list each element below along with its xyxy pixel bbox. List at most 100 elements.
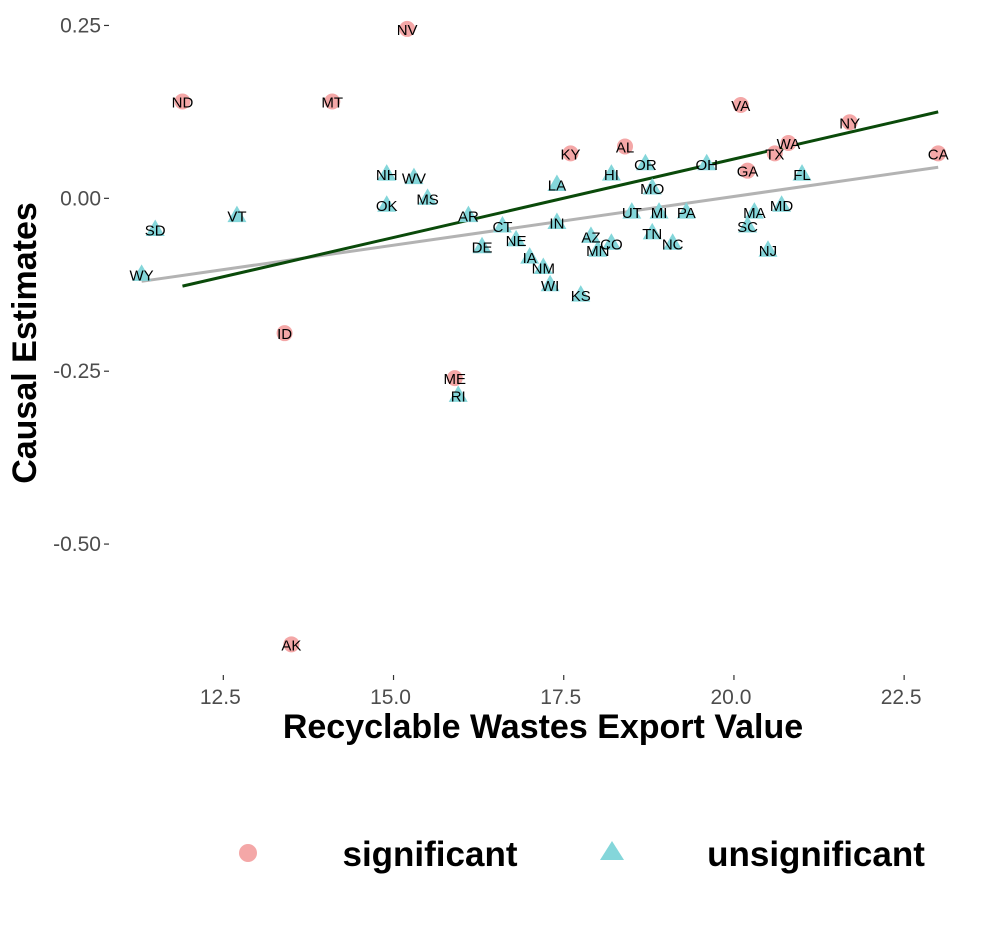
point-in: [547, 212, 567, 230]
point-tx: [766, 145, 783, 162]
point-label-tn: TN: [642, 226, 662, 243]
point-mn: [588, 240, 608, 257]
x-tick-label: 22.5: [881, 686, 922, 709]
x-axis-title: Recyclable Wastes Export Value: [283, 708, 803, 746]
y-axis: 0.25 0.00 -0.25 -0.50: [53, 14, 109, 556]
point-label-nh: NH: [376, 167, 398, 184]
point-label-in: IN: [549, 216, 564, 233]
point-label-nd: ND: [172, 95, 194, 112]
point-label-id: ID: [277, 326, 292, 343]
point-fl: [792, 164, 812, 181]
point-ma: [744, 202, 764, 219]
point-mo: [642, 177, 662, 195]
point-ca: [930, 145, 947, 162]
point-label-sc: SC: [737, 219, 758, 236]
point-ak: [283, 636, 300, 653]
point-label-me: ME: [444, 371, 467, 388]
point-label-nv: NV: [397, 22, 418, 39]
y-tick-label: -0.50: [53, 533, 101, 556]
point-hi: [601, 164, 621, 181]
point-label-ri: RI: [451, 388, 466, 405]
x-tick-label: 17.5: [540, 686, 581, 709]
point-or: [635, 153, 655, 171]
point-label-wa: WA: [777, 136, 801, 153]
point-pa: [676, 202, 696, 219]
point-mi: [649, 202, 669, 219]
x-tick-label: 12.5: [200, 686, 241, 709]
point-wa: [780, 135, 797, 152]
point-label-wy: WY: [130, 267, 154, 284]
point-sc: [738, 215, 758, 233]
fit-line: [182, 110, 939, 288]
point-label-ma: MA: [743, 205, 766, 222]
point-label-ga: GA: [737, 164, 759, 181]
point-ct: [492, 215, 512, 233]
point-label-fl: FL: [793, 167, 811, 184]
point-label-va: VA: [731, 98, 750, 115]
point-label-nj: NJ: [759, 243, 777, 260]
point-al: [617, 138, 634, 155]
point-id: [276, 325, 293, 342]
point-label-ks: KS: [571, 288, 591, 305]
x-axis: 12.5 15.0 17.5 20.0 22.5: [200, 675, 922, 709]
point-vt: [227, 205, 247, 223]
reference-line: [141, 165, 939, 283]
point-label-pa: PA: [677, 205, 696, 222]
point-label-sd: SD: [145, 222, 166, 239]
point-nh: [377, 164, 397, 181]
legend-triangle-marker: [600, 841, 624, 860]
point-nd: [174, 93, 191, 110]
point-label-ct: CT: [492, 219, 512, 236]
point-az: [581, 226, 601, 243]
point-label-hi: HI: [604, 167, 619, 184]
point-ky: [562, 145, 579, 162]
point-label-co: CO: [600, 236, 623, 253]
point-label-ne: NE: [506, 233, 527, 250]
point-ar: [458, 205, 478, 223]
legend-label-significant: significant: [342, 835, 517, 874]
point-label-tx: TX: [765, 146, 784, 163]
point-va: [732, 96, 749, 113]
point-ne: [506, 229, 526, 247]
point-label-mi: MI: [651, 205, 668, 222]
point-label-ar: AR: [458, 209, 479, 226]
point-label-ms: MS: [416, 191, 439, 208]
point-label-de: DE: [472, 240, 493, 257]
point-wy: [132, 264, 152, 281]
point-label-wv: WV: [402, 171, 426, 188]
point-label-ca: CA: [928, 146, 949, 163]
point-nm: [533, 257, 553, 274]
legend-circle-marker: [239, 844, 257, 862]
point-wv: [404, 167, 424, 185]
point-label-ak: AK: [281, 637, 301, 654]
x-tick-label: 20.0: [711, 686, 752, 709]
point-label-ny: NY: [839, 115, 860, 132]
y-tick-label: -0.25: [53, 360, 101, 383]
point-ny: [841, 114, 858, 131]
point-label-wi: WI: [541, 278, 559, 295]
point-me: [446, 370, 463, 387]
point-oh: [697, 153, 717, 171]
plot-area: NV ND MT VA NY WA AL TX KY CA GA ID ME AK OR OH HI NH FL WV…: [130, 20, 949, 654]
point-ia: [520, 247, 540, 264]
point-label-mo: MO: [640, 181, 664, 198]
point-label-nc: NC: [662, 236, 684, 253]
point-de: [472, 236, 492, 254]
point-label-al: AL: [616, 139, 634, 156]
y-tick-label: 0.00: [60, 187, 101, 210]
legend: significant unsignificant: [239, 835, 925, 874]
point-tn: [642, 222, 662, 240]
point-md: [772, 195, 792, 212]
point-co: [601, 233, 621, 250]
point-label-mn: MN: [586, 243, 609, 260]
point-ga: [739, 162, 756, 179]
point-wi: [540, 274, 560, 292]
point-label-ia: IA: [523, 250, 537, 267]
trend-lines: [141, 110, 939, 288]
point-label-md: MD: [770, 198, 793, 215]
point-la: [547, 174, 567, 191]
point-label-az: AZ: [581, 229, 600, 246]
y-tick-label: 0.25: [60, 14, 101, 37]
point-label-or: OR: [634, 157, 657, 174]
